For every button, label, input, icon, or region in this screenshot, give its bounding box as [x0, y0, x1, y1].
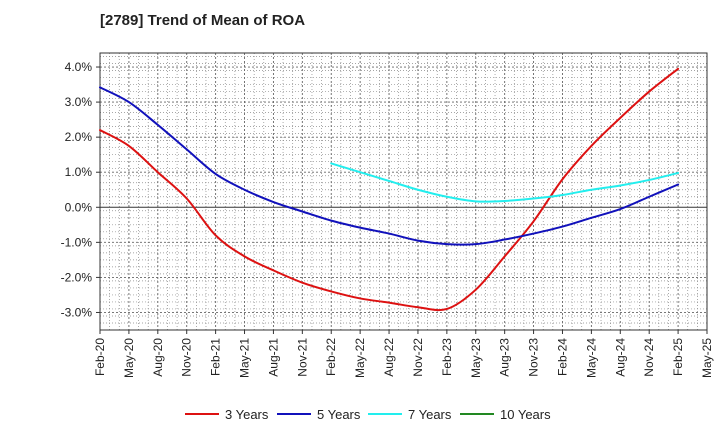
x-tick-label: Nov-24 — [642, 338, 656, 377]
legend-label-7-years: 7 Years — [408, 407, 452, 422]
y-tick-label: -2.0% — [61, 270, 93, 284]
x-tick-label: Nov-21 — [295, 338, 309, 377]
plot-frame — [99, 52, 708, 331]
x-tick-label: Nov-22 — [411, 338, 425, 377]
x-tick-label: Feb-25 — [671, 338, 685, 376]
y-tick-label: 4.0% — [65, 60, 93, 74]
x-tick-label: Nov-23 — [527, 338, 541, 377]
y-tick-label: -1.0% — [61, 235, 93, 249]
series-line-5-years — [99, 86, 680, 246]
x-tick-label: May-20 — [122, 338, 136, 378]
x-tick-label: May-21 — [238, 338, 252, 378]
y-tick-label: 0.0% — [65, 200, 93, 214]
x-tick-label: Aug-22 — [382, 338, 396, 377]
chart-title: [2789] Trend of Mean of ROA — [100, 12, 306, 29]
series-line-7-years — [330, 162, 680, 203]
x-tick-label: Feb-24 — [555, 338, 569, 376]
series-line-3-years — [99, 67, 680, 312]
x-tick-label: Feb-20 — [93, 338, 107, 376]
legend-label-10-years: 10 Years — [500, 407, 551, 422]
x-tick-label: Aug-20 — [151, 338, 165, 377]
x-tick-label: May-25 — [700, 338, 714, 378]
plot-area — [100, 53, 707, 330]
x-tick-label: Aug-24 — [613, 338, 627, 377]
y-tick-label: -3.0% — [61, 305, 93, 319]
x-tick-label: Feb-23 — [440, 338, 454, 376]
y-tick-label: 3.0% — [65, 95, 93, 109]
x-tick-label: May-24 — [584, 338, 598, 378]
y-tick-label: 2.0% — [65, 130, 93, 144]
x-tick-label: May-22 — [353, 338, 367, 378]
x-tick-label: Feb-22 — [324, 338, 338, 376]
x-tick-label: Aug-21 — [266, 338, 280, 377]
x-tick-label: Aug-23 — [498, 338, 512, 377]
x-tick-label: Nov-20 — [180, 338, 194, 377]
x-tick-label: Feb-21 — [209, 338, 223, 376]
y-tick-label: 1.0% — [65, 165, 93, 179]
legend-label-3-years: 3 Years — [225, 407, 269, 422]
legend-label-5-years: 5 Years — [317, 407, 361, 422]
x-tick-label: May-23 — [469, 338, 483, 378]
